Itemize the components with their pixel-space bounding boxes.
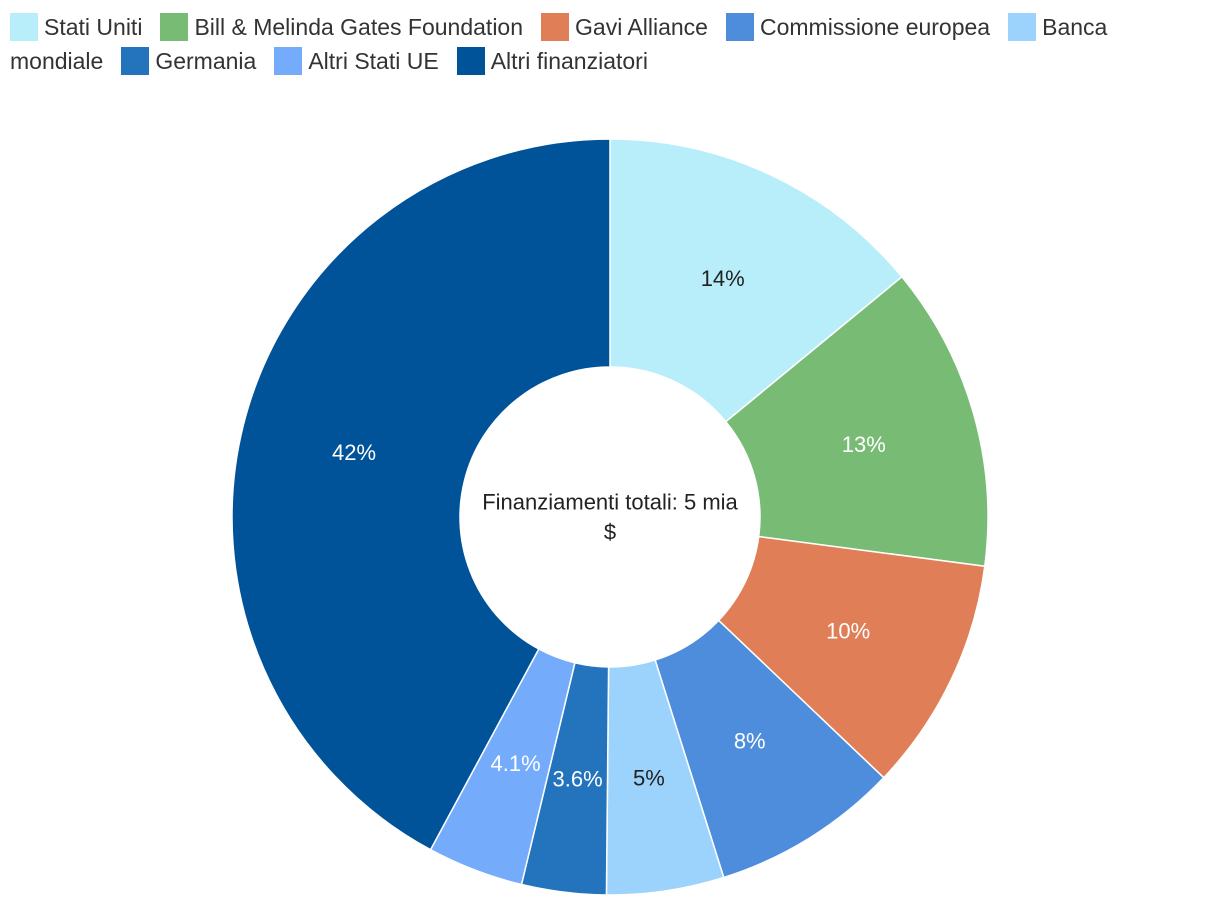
legend-label: Germania bbox=[155, 48, 257, 74]
legend-label: Commissione europea bbox=[759, 14, 991, 40]
legend-label: Banca mondiale bbox=[10, 14, 1108, 74]
slice-value-label: 42% bbox=[332, 440, 376, 465]
legend-swatch bbox=[121, 47, 150, 75]
legend-swatch bbox=[725, 13, 754, 41]
donut-slice bbox=[609, 138, 903, 423]
legend-swatch bbox=[456, 47, 485, 75]
donut-slice bbox=[231, 138, 611, 851]
slice-value-label: 14% bbox=[701, 266, 745, 291]
legend-label: Stati Uniti bbox=[44, 14, 143, 40]
legend-item: Commissione europea bbox=[725, 13, 991, 41]
legend-item: Stati Uniti bbox=[10, 13, 143, 41]
legend-swatch bbox=[10, 13, 38, 41]
legend-item: Banca mondiale bbox=[10, 13, 1108, 74]
slice-value-label: 10% bbox=[826, 618, 870, 643]
legend-item: Gavi Alliance bbox=[541, 13, 708, 41]
center-total-label: $ bbox=[604, 520, 616, 545]
legend-swatch bbox=[1008, 13, 1037, 41]
legend-item: Altri Stati UE bbox=[274, 47, 439, 75]
center-total-label: Finanziamenti totali: 5 mia bbox=[482, 490, 738, 515]
legend-swatch bbox=[160, 13, 189, 41]
donut-slice bbox=[724, 275, 989, 568]
legend-label: Altri finanziatori bbox=[490, 48, 648, 74]
legend-item: Altri finanziatori bbox=[456, 47, 648, 75]
legend-label: Altri Stati UE bbox=[308, 48, 439, 74]
legend-item: Bill & Melinda Gates Foundation bbox=[160, 13, 524, 41]
legend-item: Germania bbox=[121, 47, 257, 75]
donut-slice bbox=[717, 535, 986, 779]
slice-value-label: 4.1% bbox=[491, 751, 541, 776]
slice-value-label: 5% bbox=[633, 766, 665, 791]
legend-label: Bill & Melinda Gates Foundation bbox=[194, 14, 524, 40]
slice-value-label: 8% bbox=[734, 728, 766, 753]
chart-legend: Stati Uniti Bill & Melinda Gates Foundati… bbox=[10, 10, 1190, 78]
slice-value-label: 3.6% bbox=[553, 767, 603, 792]
legend-swatch bbox=[274, 47, 303, 75]
slice-value-label: 13% bbox=[842, 432, 886, 457]
legend-label: Gavi Alliance bbox=[575, 14, 708, 40]
legend-swatch bbox=[541, 13, 570, 41]
